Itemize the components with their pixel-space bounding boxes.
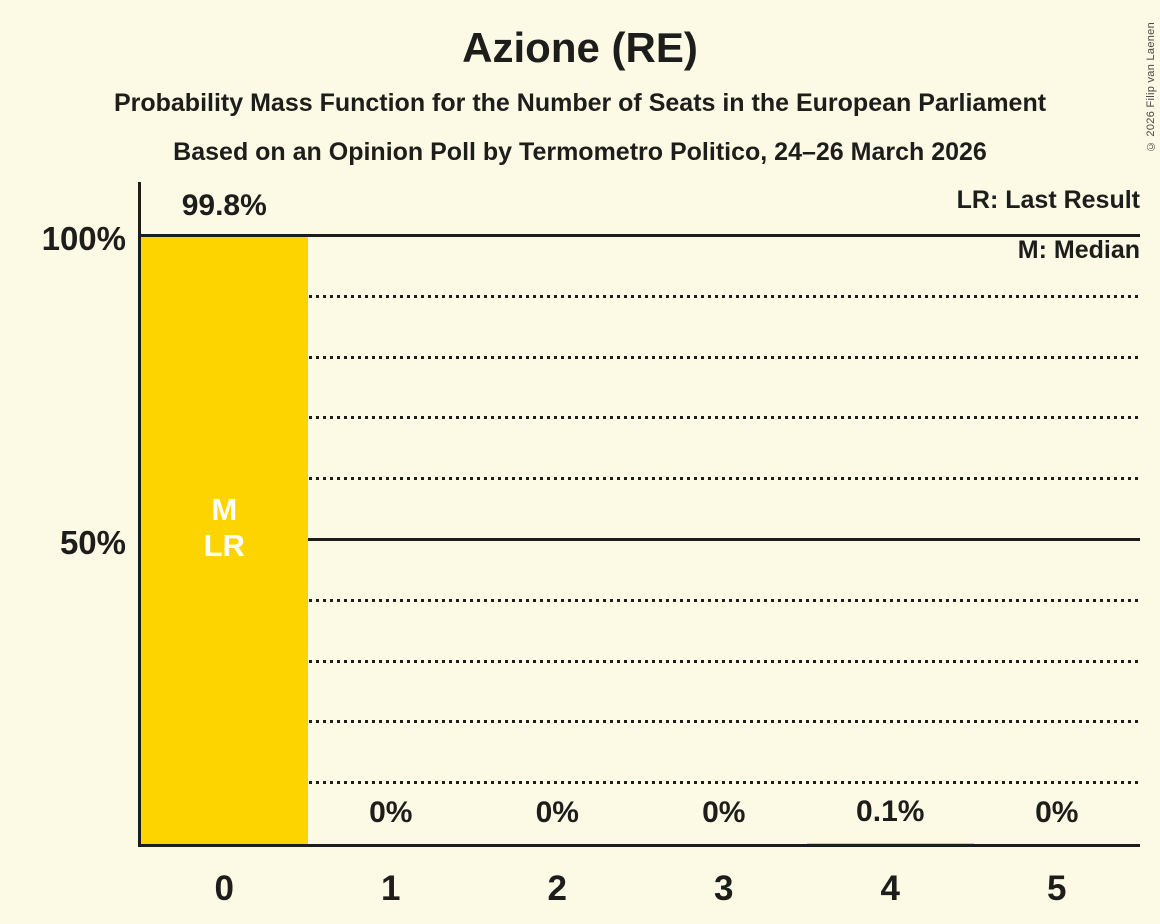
legend-median: M: Median: [1017, 236, 1140, 264]
x-tick-label-2: 2: [547, 869, 567, 908]
dotted-gridline-40: [141, 598, 1140, 602]
bar-column-seat-1: 0%: [308, 182, 475, 844]
value-label-seat-0: 99.8%: [181, 189, 267, 223]
dotted-gridline-70: [141, 416, 1140, 420]
bar-annotation-median-lastresult: M LR: [141, 492, 308, 564]
y-axis-label-50: 50%: [59, 524, 126, 561]
x-tick-label-0: 0: [214, 869, 234, 908]
legend-last-result: LR: Last Result: [956, 186, 1140, 214]
value-label-seat-2: 0%: [535, 796, 579, 829]
solid-gridline-100: [141, 234, 1140, 237]
dotted-gridline-10: [141, 781, 1140, 785]
dotted-gridline-30: [141, 659, 1140, 663]
x-tick-label-5: 5: [1047, 869, 1067, 908]
x-axis-tick-labels: 0 1 2 3 4 5: [141, 869, 1140, 919]
chart-title: Azione (RE): [462, 24, 698, 71]
value-label-seat-5: 0%: [1035, 796, 1079, 829]
bar-column-seat-3: 0%: [641, 182, 808, 844]
bar-seat-4: [807, 843, 974, 844]
dotted-gridline-80: [141, 355, 1140, 359]
bar-column-seat-5: 0%: [974, 182, 1141, 844]
bar-seat-0: M LR: [141, 237, 308, 844]
x-tick-label-1: 1: [381, 869, 401, 908]
solid-gridline-50: [141, 538, 1140, 541]
dotted-gridline-90: [141, 294, 1140, 298]
bar-column-seat-2: 0%: [474, 182, 641, 844]
bar-column-seat-0: M LR 99.8%: [141, 182, 308, 844]
chart-subtitle-pmf: Probability Mass Function for the Number…: [113, 89, 1047, 117]
x-tick-label-3: 3: [714, 869, 734, 908]
x-tick-label-4: 4: [880, 869, 900, 908]
chart-subtitle-poll: Based on an Opinion Poll by Termometro P…: [173, 138, 987, 166]
plot-area: M LR 99.8% 0% 0% 0% 0.1% 0%: [138, 182, 1140, 847]
gridlines: [141, 182, 1140, 844]
median-marker: M: [211, 491, 238, 527]
bar-columns: M LR 99.8% 0% 0% 0% 0.1% 0%: [141, 182, 1140, 844]
last-result-marker: LR: [203, 527, 245, 563]
y-axis-label-100: 100%: [41, 220, 126, 257]
dotted-gridline-20: [141, 720, 1140, 724]
bar-column-seat-4: 0.1%: [807, 182, 974, 844]
value-label-seat-1: 0%: [369, 796, 413, 829]
dotted-gridline-60: [141, 477, 1140, 481]
value-label-seat-4: 0.1%: [856, 795, 925, 829]
value-label-seat-3: 0%: [702, 796, 746, 829]
